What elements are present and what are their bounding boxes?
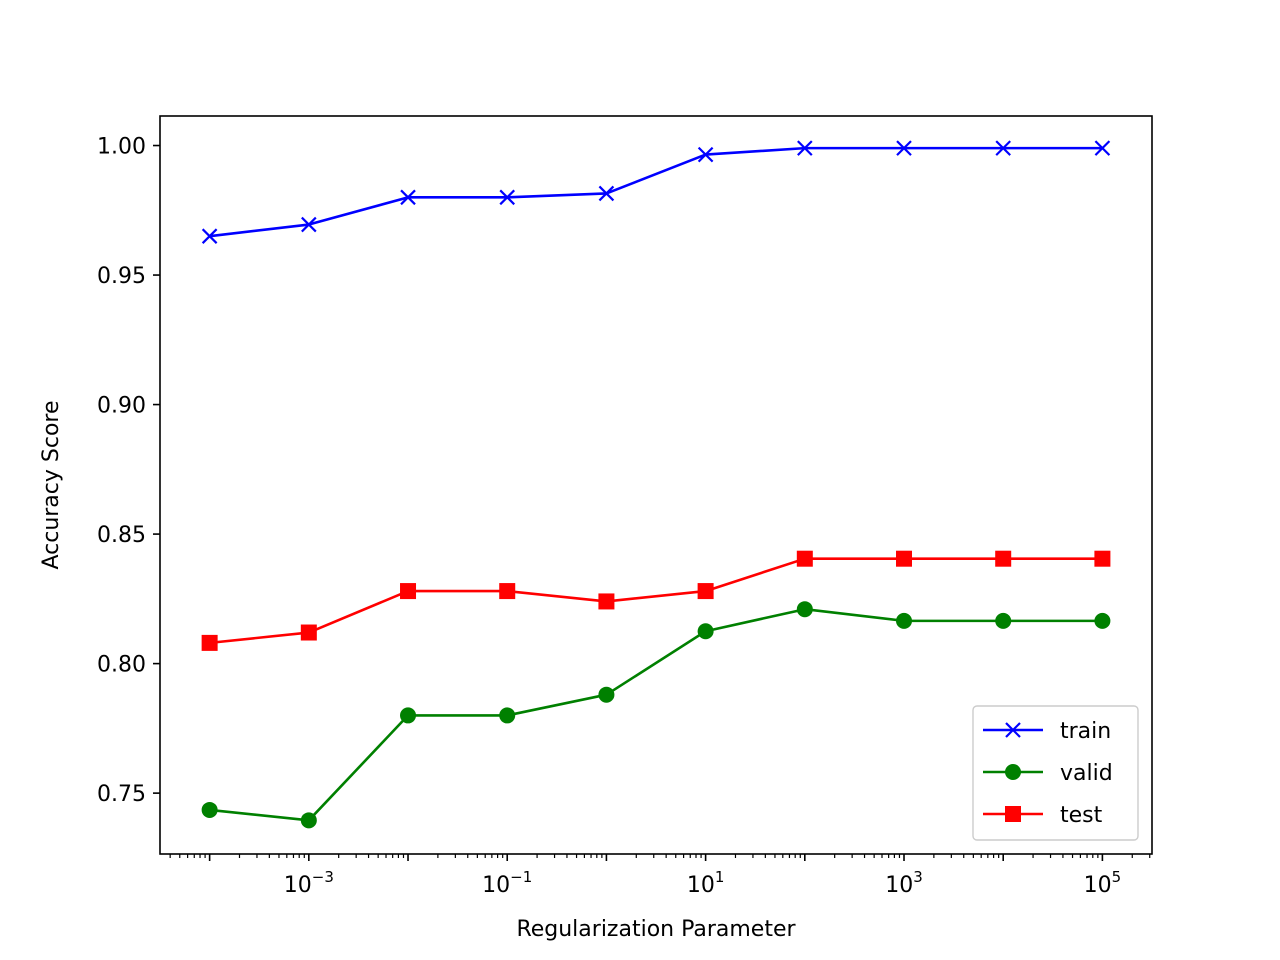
data-point-test xyxy=(598,593,615,610)
series-line-valid xyxy=(209,607,1103,822)
data-point-test xyxy=(400,583,417,600)
data-point-test xyxy=(499,583,516,600)
plot-frame xyxy=(159,115,1153,855)
x-tick-label: 10−1 xyxy=(482,868,532,898)
data-point-valid xyxy=(896,612,913,629)
x-axis-title: Regularization Parameter xyxy=(516,917,796,942)
legend-item-train: train xyxy=(983,719,1111,744)
data-point-test xyxy=(796,550,813,567)
legend-marker xyxy=(1005,722,1021,738)
series-line-train xyxy=(209,146,1103,238)
y-tick-label: 0.75 xyxy=(97,782,146,807)
data-point-valid xyxy=(995,612,1012,629)
data-point-train xyxy=(1094,140,1111,156)
y-tick-label: 0.85 xyxy=(97,523,146,548)
legend-label: valid xyxy=(1060,761,1113,786)
data-point-test xyxy=(995,550,1012,567)
x-axis: 10−3 10−1 101 103 105 xyxy=(169,854,1151,898)
y-tick-label: 0.90 xyxy=(97,394,146,419)
legend-marker xyxy=(1005,764,1021,780)
data-point-valid xyxy=(697,623,714,640)
x-tick-label: 105 xyxy=(1084,868,1122,898)
x-tick-label: 103 xyxy=(885,868,923,898)
legend-item-valid: valid xyxy=(983,761,1113,786)
data-point-train xyxy=(697,146,714,163)
y-tick-label: 0.80 xyxy=(97,653,146,678)
data-point-test xyxy=(1094,550,1111,567)
data-point-train xyxy=(797,140,813,156)
y-axis-title: Accuracy Score xyxy=(39,400,64,569)
series-line-test xyxy=(209,557,1103,645)
data-point-valid xyxy=(499,707,516,724)
data-point-test xyxy=(697,583,714,600)
data-point-train xyxy=(499,189,515,206)
data-point-train xyxy=(995,140,1011,156)
data-point-valid xyxy=(1094,612,1111,629)
data-point-test xyxy=(896,550,913,567)
data-point-train xyxy=(400,189,416,206)
legend: train valid test xyxy=(972,705,1139,841)
legend-marker xyxy=(1005,806,1021,822)
data-point-valid xyxy=(796,601,813,618)
data-point-valid xyxy=(400,707,417,724)
data-point-valid xyxy=(300,812,317,829)
legend-label: test xyxy=(1060,803,1103,828)
data-point-valid xyxy=(201,801,218,818)
x-tick-label: 10−3 xyxy=(284,868,334,898)
y-tick-label: 0.95 xyxy=(97,264,146,289)
data-point-test xyxy=(300,624,317,641)
data-point-train xyxy=(301,216,317,233)
y-tick-label: 1.00 xyxy=(97,135,146,160)
data-point-train xyxy=(201,228,218,244)
plot-area xyxy=(201,140,1111,829)
y-axis: 0.75 0.80 0.85 0.90 0.95 1.00 xyxy=(97,135,160,807)
data-point-train xyxy=(896,140,912,156)
legend-label: train xyxy=(1060,719,1111,744)
data-point-valid xyxy=(598,686,615,703)
legend-item-test: test xyxy=(983,803,1103,828)
x-tick-label: 101 xyxy=(687,868,725,898)
data-point-train xyxy=(598,185,615,202)
data-point-test xyxy=(201,634,218,651)
